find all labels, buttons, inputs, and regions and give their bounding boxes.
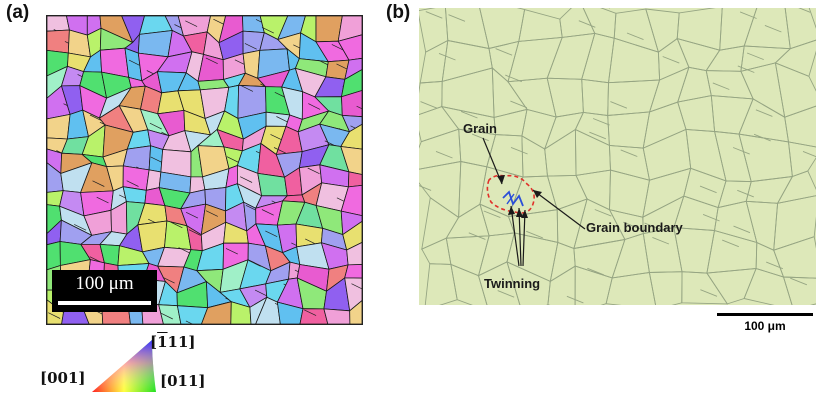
ipf-color-key <box>92 340 156 392</box>
micrograph-scale-bar <box>717 313 813 316</box>
optical-grain-structure <box>419 8 816 305</box>
ebsd-scale-bar: 100 μm <box>52 270 157 312</box>
grain-boundary-arrow <box>532 189 586 230</box>
micrograph-scale-bar-label: 100 μm <box>744 319 786 333</box>
ipf-label-111: [111] <box>150 333 196 351</box>
grain-outline-marker <box>486 174 535 214</box>
ebsd-orientation-map <box>46 15 363 325</box>
panel-b-label: (b) <box>386 2 411 23</box>
panel-a-label: (a) <box>6 2 30 23</box>
ipf-label-011: [011] <box>160 372 206 390</box>
ipf-label-001: [001] <box>40 369 86 387</box>
twin-marker <box>502 190 524 207</box>
ebsd-scale-bar-line <box>58 301 151 305</box>
twinning-arrow <box>518 207 522 267</box>
annotation-grain: Grain <box>463 121 497 136</box>
ebsd-grain-mosaic <box>47 16 362 324</box>
twinning-arrow <box>510 205 520 267</box>
twin-marker <box>506 193 515 205</box>
ebsd-scale-bar-label: 100 μm <box>75 273 134 294</box>
twinning-arrow <box>522 209 526 267</box>
annotation-grain-boundary: Grain boundary <box>586 220 683 235</box>
annotation-twinning: Twinning <box>484 276 541 291</box>
optical-micrograph <box>419 8 816 305</box>
